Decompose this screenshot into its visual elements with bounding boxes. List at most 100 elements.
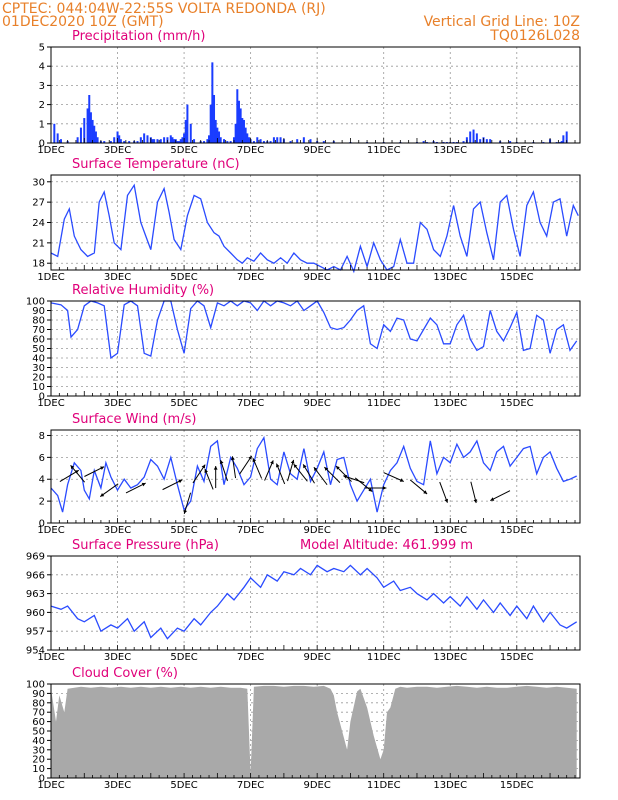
precip-bar xyxy=(560,141,563,143)
pressure-frame xyxy=(50,555,581,651)
wind-arrowhead xyxy=(270,460,274,465)
precip-bar xyxy=(262,141,265,143)
precip-bar xyxy=(209,104,212,143)
precip-bar xyxy=(136,141,139,143)
precip-ytick-label: 3 xyxy=(39,81,45,92)
wind-arrowhead xyxy=(276,463,280,468)
precip-bar xyxy=(229,141,232,143)
humidity-xtick-label: 15DEC xyxy=(500,398,534,409)
precip-bar xyxy=(218,131,221,143)
humidity-ytick-label: 70 xyxy=(32,325,45,336)
wind-arrowhead xyxy=(100,493,105,497)
humidity-xtick-label: 1DEC xyxy=(37,398,64,409)
pressure-xtick-label: 11DEC xyxy=(367,652,401,663)
wind-arrowhead xyxy=(183,509,188,514)
pressure-title: Surface Pressure (hPa) xyxy=(72,538,219,553)
header-run-id: TQ0126L028 xyxy=(489,28,580,44)
precip-bar xyxy=(173,139,176,143)
humidity-ytick-label: 80 xyxy=(32,316,45,327)
humidity-xtick-label: 13DEC xyxy=(433,398,467,409)
cloud-ytick-label: 40 xyxy=(32,736,45,747)
wind-xtick-label: 1DEC xyxy=(37,525,64,536)
precip-bar xyxy=(234,123,237,143)
precip-bar xyxy=(79,127,82,143)
humidity-xtick-label: 11DEC xyxy=(367,398,401,409)
wind-arrowhead xyxy=(490,497,495,501)
humidity-ytick-label: 0 xyxy=(39,392,45,403)
precip-xtick-label: 11DEC xyxy=(367,145,401,156)
temperature-xtick-label: 3DEC xyxy=(104,272,131,283)
humidity-xtick-label: 3DEC xyxy=(104,398,131,409)
wind-arrowhead xyxy=(248,455,252,460)
wind-arrow xyxy=(354,477,373,492)
humidity-title: Relative Humidity (%) xyxy=(72,283,214,298)
pressure-ytick-label: 969 xyxy=(26,552,45,563)
wind-arrow xyxy=(192,464,206,484)
panel-humidity: Relative Humidity (%) 0102030405060708090… xyxy=(26,283,581,409)
wind-xtick-label: 7DEC xyxy=(237,525,264,536)
precip-bar xyxy=(252,141,255,143)
precip-bar xyxy=(176,141,179,143)
precip-bar xyxy=(247,137,250,143)
wind-ytick-label: 0 xyxy=(39,519,45,530)
humidity-ytick-label: 60 xyxy=(32,335,45,346)
wind-xtick-label: 3DEC xyxy=(104,525,131,536)
precip-bar xyxy=(302,137,305,143)
pressure-ytick-label: 954 xyxy=(26,646,45,657)
wind-arrow xyxy=(125,482,146,494)
precip-bar xyxy=(91,119,94,143)
humidity-ytick-label: 10 xyxy=(32,382,45,393)
precip-bar xyxy=(171,137,174,143)
precip-bar xyxy=(169,135,172,143)
wind-ytick-label: 6 xyxy=(39,453,45,464)
wind-arrowhead xyxy=(252,458,257,463)
precip-bar xyxy=(193,139,196,143)
wind-xtick-label: 9DEC xyxy=(303,525,330,536)
precip-bar xyxy=(244,127,247,143)
wind-arrow xyxy=(324,466,341,483)
wind-arrow xyxy=(470,481,477,504)
temperature-ytick-label: 21 xyxy=(32,238,45,249)
precip-bar xyxy=(178,141,181,143)
pressure-ytick-label: 966 xyxy=(26,570,45,581)
precip-bar xyxy=(146,135,149,143)
wind-arrowhead xyxy=(231,456,235,461)
wind-arrow xyxy=(99,483,119,497)
precip-xtick-label: 15DEC xyxy=(500,145,534,156)
wind-arrow xyxy=(220,459,228,482)
precip-ytick-label: 0 xyxy=(39,139,45,150)
panel-wind: Surface Wind (m/s) 0 2 4 6 8 1DEC 3DEC 5DEC 7DEC 9… xyxy=(37,412,581,536)
precip-ytick-label: 5 xyxy=(39,43,45,54)
precip-bar xyxy=(88,95,91,143)
pressure-xtick-label: 9DEC xyxy=(303,652,330,663)
precip-bar xyxy=(489,139,492,143)
precip-bar xyxy=(485,139,488,143)
precip-bar xyxy=(276,137,279,143)
temperature-xtick-label: 9DEC xyxy=(303,272,330,283)
cloud-ytick-label: 30 xyxy=(32,745,45,756)
wind-arrow xyxy=(439,481,448,503)
wind-arrowhead xyxy=(382,486,387,490)
cloud-xtick-label: 3DEC xyxy=(104,780,131,791)
precip-bar xyxy=(184,119,187,143)
wind-vectors xyxy=(59,455,511,514)
wind-arrow xyxy=(231,456,237,479)
humidity-xtick-label: 9DEC xyxy=(303,398,330,409)
pressure-ytick-label: 960 xyxy=(26,608,45,619)
humidity-xtick-label: 7DEC xyxy=(237,398,264,409)
wind-arrowhead xyxy=(324,467,329,471)
cloud-ytick-label: 10 xyxy=(32,764,45,775)
precip-bar xyxy=(179,139,182,143)
precip-bar xyxy=(246,133,249,143)
wind-arrow xyxy=(264,460,274,481)
precip-bar xyxy=(236,89,239,143)
cloud-area xyxy=(51,685,577,778)
temperature-xtick-label: 7DEC xyxy=(237,272,264,283)
wind-arrowhead xyxy=(368,487,373,492)
wind-ytick-label: 2 xyxy=(39,497,45,508)
precip-bar xyxy=(562,135,565,143)
cloud-xtick-label: 13DEC xyxy=(433,780,467,791)
pressure-xtick-label: 5DEC xyxy=(170,652,197,663)
